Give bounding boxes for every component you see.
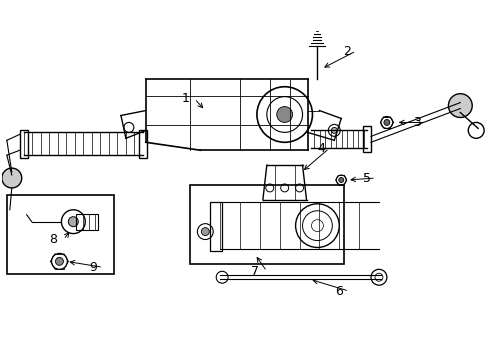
Circle shape [68,217,78,227]
Circle shape [2,168,21,188]
Text: 1: 1 [181,92,189,105]
Text: 2: 2 [343,45,350,58]
Circle shape [331,127,337,133]
Text: 4: 4 [317,142,325,155]
Text: 9: 9 [89,261,97,274]
Circle shape [338,177,343,183]
Circle shape [383,120,389,125]
Text: 3: 3 [412,116,420,129]
Text: 8: 8 [49,233,58,246]
Circle shape [55,257,63,265]
Bar [7,195,114,274]
Bar [20,130,28,158]
Circle shape [276,107,292,122]
Circle shape [447,94,471,117]
Bar [139,130,146,158]
Bar [362,126,370,152]
Bar [190,185,344,264]
Text: 7: 7 [250,265,258,278]
Bar [210,202,222,251]
Bar [76,214,98,230]
Circle shape [201,228,209,235]
Text: 6: 6 [335,285,343,298]
Text: 5: 5 [362,171,370,185]
